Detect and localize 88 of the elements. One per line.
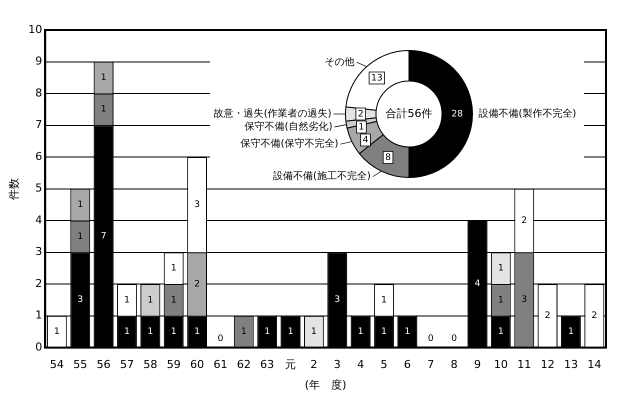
text: 合計56件 <box>386 106 432 120</box>
x-tick-label: 6 <box>404 358 411 372</box>
x-tick-label: 61 <box>213 358 228 372</box>
data-label: 1 <box>100 72 106 83</box>
data-label: 2 <box>194 279 200 290</box>
y-tick-label: 6 <box>35 150 42 163</box>
data-label: 1 <box>147 326 154 337</box>
data-label: 8 <box>385 152 392 163</box>
data-label: 1 <box>358 326 364 337</box>
data-label: 28 <box>452 109 464 120</box>
x-tick-label: 元 <box>285 358 296 372</box>
x-tick-label: 57 <box>120 358 134 372</box>
x-tick-label: 14 <box>587 358 602 372</box>
data-label: 2 <box>591 310 598 321</box>
x-tick-label: 3 <box>334 358 341 372</box>
x-tick-label: 7 <box>427 358 434 372</box>
data-label: 1 <box>124 326 130 337</box>
data-label: 1 <box>568 326 574 337</box>
x-axis-title: (年 度) <box>304 378 346 392</box>
data-label: 1 <box>170 326 177 337</box>
data-label: 4 <box>362 135 369 146</box>
data-label: 3 <box>194 200 200 210</box>
data-label: 1 <box>240 326 247 337</box>
data-label: 13 <box>371 73 383 84</box>
data-label: 1 <box>311 326 317 337</box>
slice-label: 保守不備(自然劣化) <box>244 120 333 133</box>
data-label: 1 <box>77 200 84 210</box>
data-label: 1 <box>170 295 177 306</box>
x-tick-label: 54 <box>50 358 64 372</box>
data-label: 3 <box>77 295 84 306</box>
legend-label: 保守不備(保守不完全) <box>240 138 338 150</box>
data-label: 1 <box>404 326 410 337</box>
text: 0 <box>428 334 434 344</box>
data-label: 2 <box>358 109 364 120</box>
x-tick-label: 58 <box>143 358 158 372</box>
data-label: 1 <box>264 326 270 337</box>
y-tick-label: 3 <box>35 245 42 258</box>
data-label: 1 <box>54 326 60 337</box>
data-label: 1 <box>77 232 84 242</box>
x-tick-label: 62 <box>236 358 251 372</box>
text: 0 <box>218 334 224 344</box>
data-label: 7 <box>100 232 106 242</box>
x-tick-label: 5 <box>380 358 388 372</box>
x-tick-label: 12 <box>540 358 555 372</box>
y-tick-label: 1 <box>35 308 42 322</box>
data-label: 1 <box>124 295 130 306</box>
y-tick-label: 5 <box>35 182 42 195</box>
data-label: 1 <box>381 326 387 337</box>
x-tick-label: 9 <box>474 358 481 372</box>
slice-label: その他 <box>324 56 355 68</box>
x-tick-label: 60 <box>190 358 204 372</box>
data-label: 2 <box>521 216 528 226</box>
slice-label: 設備不備(施工不完全) <box>273 170 371 182</box>
text: 0 <box>451 334 457 344</box>
data-label: 1 <box>498 295 504 306</box>
y-axis-title: 件数 <box>7 178 20 200</box>
x-tick-label: 63 <box>260 358 274 372</box>
data-label: 1 <box>147 295 154 306</box>
data-label: 1 <box>498 326 504 337</box>
y-tick-label: 8 <box>35 86 42 100</box>
data-label: 1 <box>100 104 106 115</box>
y-tick-label: 4 <box>35 213 42 226</box>
data-label: 1 <box>498 264 504 274</box>
slice-label: 故意・過失(作業者の過失) <box>214 108 332 120</box>
data-label: 1 <box>358 122 364 132</box>
data-label: 1 <box>194 326 200 337</box>
slice-label: 設備不備(製作不完全) <box>478 108 576 120</box>
data-label: 4 <box>474 279 481 290</box>
x-tick-label: 13 <box>564 358 578 372</box>
data-label: 1 <box>288 326 294 337</box>
data-label: 1 <box>381 295 387 306</box>
x-tick-label: 8 <box>450 358 458 372</box>
data-label: 3 <box>334 295 340 306</box>
data-label: 1 <box>170 264 177 274</box>
y-tick-label: 2 <box>35 276 42 290</box>
x-tick-label: 56 <box>96 358 111 372</box>
x-tick-label: 4 <box>357 358 364 372</box>
data-label: 3 <box>521 295 528 306</box>
y-tick-label: 10 <box>28 22 42 36</box>
data-label: 2 <box>544 310 550 321</box>
y-tick-label: 9 <box>35 54 42 68</box>
x-tick-label: 59 <box>166 358 181 372</box>
x-tick-label: 2 <box>310 358 318 372</box>
y-tick-label: 7 <box>35 118 42 132</box>
y-tick-label: 0 <box>35 340 42 354</box>
x-tick-label: 10 <box>494 358 508 372</box>
x-tick-label: 55 <box>73 358 88 372</box>
x-tick-label: 11 <box>517 358 532 372</box>
